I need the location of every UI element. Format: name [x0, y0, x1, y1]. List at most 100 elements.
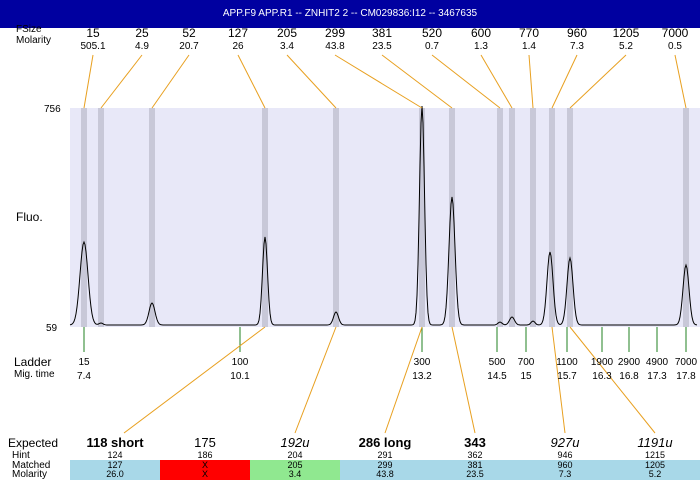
peak-size-label: 1205: [612, 26, 640, 40]
peak-molarity-label: 0.5: [668, 41, 682, 52]
peak-size-label: 770: [518, 26, 540, 40]
ladder-size-label: 300: [413, 357, 431, 368]
peak-band: [567, 108, 573, 327]
peak-molarity-label: 1.3: [474, 41, 488, 52]
peak-molarity-label: 3.4: [280, 41, 294, 52]
matched-value: 1205: [644, 460, 666, 470]
expected-label: 343: [464, 435, 486, 450]
hint-label: Hint: [12, 450, 30, 461]
ladder-time-label: 17.3: [647, 371, 667, 382]
hint-value: 1215: [644, 450, 666, 460]
matched-cell: [70, 460, 160, 480]
hint-value: 204: [287, 450, 303, 460]
hint-value: 946: [557, 450, 573, 460]
molarity-value: 26.0: [106, 469, 124, 479]
matched-value: 960: [557, 460, 573, 470]
peak-molarity-label: 23.5: [372, 41, 392, 52]
hint-value: 124: [107, 450, 123, 460]
ladder-size-label: 1900: [590, 357, 614, 368]
peak-size-label: 52: [182, 26, 196, 40]
peak-band: [497, 108, 503, 327]
expected-connector: [294, 326, 337, 434]
peak-connector: [381, 54, 453, 109]
hint-value: 362: [467, 450, 483, 460]
ladder-time-label: 15: [520, 371, 532, 382]
expected-connector: [384, 326, 423, 434]
matched-label: Matched: [12, 460, 51, 471]
ladder-size-label: 700: [517, 357, 535, 368]
ladder-time-label: 16.8: [619, 371, 639, 382]
expected-label: 927u: [550, 435, 580, 450]
y-max-label: 756: [44, 104, 61, 115]
ladder-time-label: 17.8: [676, 371, 696, 382]
ladder-size-label: 4900: [645, 357, 669, 368]
matched-cell: [430, 460, 520, 480]
peak-connector: [431, 54, 501, 109]
peak-size-label: 299: [324, 26, 346, 40]
ladder-size-label: 500: [488, 357, 506, 368]
peak-size-label: 600: [470, 26, 492, 40]
peak-molarity-label: 26: [232, 41, 244, 52]
peak-connector: [480, 54, 513, 109]
peak-molarity-label: 20.7: [179, 41, 199, 52]
expected-label: Expected: [8, 436, 59, 450]
peak-connector: [674, 54, 687, 109]
ladder-time-label: 16.3: [592, 371, 612, 382]
peak-band: [98, 108, 104, 327]
peak-size-label: 381: [371, 26, 393, 40]
peak-band: [449, 108, 455, 327]
peak-connector: [569, 54, 627, 109]
peak-band: [419, 108, 425, 327]
molarity-value: 43.8: [376, 469, 394, 479]
matched-cell: [520, 460, 610, 480]
ladder-label: Ladder: [14, 355, 52, 369]
peak-band: [549, 108, 555, 327]
peak-band: [683, 108, 689, 327]
plot-area: [70, 108, 700, 327]
ladder-size-label: 7000: [674, 357, 698, 368]
peak-connector: [151, 54, 190, 109]
peak-connector: [83, 54, 94, 109]
expected-connector: [123, 326, 266, 434]
ladder-size-label: 100: [231, 357, 249, 368]
ladder-time-label: 7.4: [77, 371, 91, 382]
matched-cell: [610, 460, 700, 480]
peak-molarity-label: 4.9: [135, 41, 149, 52]
ladder-size-label: 1100: [556, 357, 578, 368]
expected-label: 1191u: [637, 435, 673, 450]
peak-molarity-label: 505.1: [80, 41, 106, 52]
expected-connector: [551, 326, 566, 434]
fsize-label: FSize: [16, 24, 42, 35]
peak-size-label: 15: [86, 26, 100, 40]
hint-value: 186: [197, 450, 213, 460]
y-min-label: 59: [46, 323, 58, 334]
peak-size-label: 25: [135, 26, 149, 40]
peak-connector: [528, 54, 534, 109]
peak-band: [81, 108, 87, 327]
peak-band: [509, 108, 515, 327]
peak-size-label: 205: [276, 26, 298, 40]
peak-molarity-label: 7.3: [570, 41, 584, 52]
matched-value: 127: [107, 460, 123, 470]
peak-band: [333, 108, 339, 327]
matched-value: X: [201, 460, 209, 470]
peak-molarity-label: 0.7: [425, 41, 439, 52]
window-title: APP.F9 APP.R1 -- ZNHIT2 2 -- CM029836:I1…: [0, 0, 700, 28]
peak-connector: [237, 54, 266, 109]
matched-cell: [340, 460, 430, 480]
matched-cell: [250, 460, 340, 480]
molarity-value: 5.2: [648, 469, 662, 479]
ladder-time-label: 15.7: [557, 371, 577, 382]
peak-band: [530, 108, 536, 327]
fluorescence-trace: [69, 105, 698, 326]
peak-size-label: 7000: [661, 26, 689, 40]
peak-connector: [286, 54, 337, 109]
matched-cell: [160, 460, 250, 480]
expected-label: 175: [194, 435, 216, 450]
peak-band: [262, 108, 268, 327]
expected-label: 286 long: [358, 435, 412, 450]
migtime-label: Mig. time: [14, 369, 55, 380]
molarity-label: Molarity: [16, 35, 52, 46]
molarity-bottom-label: Molarity: [12, 469, 48, 480]
